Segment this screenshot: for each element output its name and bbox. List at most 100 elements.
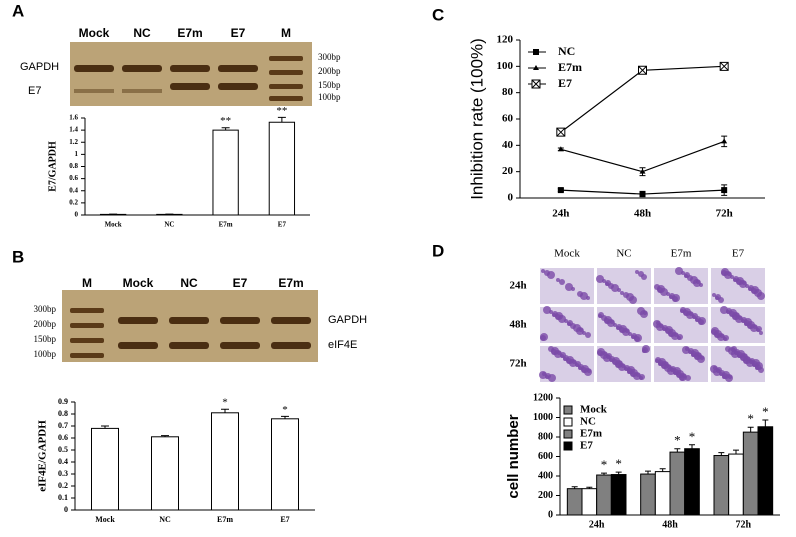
bar <box>211 412 239 511</box>
cell <box>586 296 590 300</box>
cell <box>744 318 752 326</box>
cell <box>542 372 546 376</box>
line <box>560 65 725 133</box>
cell <box>753 325 757 329</box>
cell <box>674 333 678 337</box>
point <box>719 61 729 71</box>
legend-label: E7 <box>558 76 572 90</box>
y-tick-label: 1 <box>75 150 79 158</box>
gel-band <box>271 317 311 324</box>
bar <box>684 448 700 516</box>
marker-label: 300bp <box>34 304 57 314</box>
error-bar <box>571 486 578 489</box>
lane-label: E7 <box>231 26 246 40</box>
x-tick-label: 48h <box>634 208 651 220</box>
cell <box>667 365 671 369</box>
y-tick-label: 0.6 <box>58 433 68 442</box>
y-tick-label: 0.7 <box>58 421 68 430</box>
legend-marker <box>533 49 539 55</box>
column-label: NC <box>616 248 631 260</box>
legend-label: E7m <box>580 428 602 440</box>
bar <box>581 488 598 516</box>
bar <box>151 436 179 511</box>
gel-band <box>70 338 104 343</box>
bar <box>728 453 744 516</box>
significance: * <box>282 404 288 416</box>
cell <box>610 320 614 324</box>
panel-letter: C <box>432 5 444 24</box>
gel-band <box>220 342 260 349</box>
y-tick-label: 1.4 <box>69 126 78 134</box>
cell <box>665 326 673 334</box>
significance: * <box>762 404 769 419</box>
cell <box>549 310 553 314</box>
cell <box>730 275 734 279</box>
x-tick-label: E7m <box>217 515 233 524</box>
cell <box>713 366 717 370</box>
bar <box>742 431 759 516</box>
gel-band <box>122 89 162 93</box>
cell <box>731 346 737 352</box>
cell <box>635 270 639 274</box>
cell <box>572 360 576 364</box>
y-tick-label: 0 <box>75 211 79 219</box>
gel-band <box>74 89 114 93</box>
cell <box>685 347 689 351</box>
cell <box>598 312 604 318</box>
legend-swatch <box>563 441 573 451</box>
legend-swatch <box>563 405 573 415</box>
cell <box>639 374 645 380</box>
lane-label: E7m <box>177 26 202 40</box>
significance: ** <box>276 105 287 117</box>
cell <box>711 327 719 335</box>
significance: * <box>222 397 228 409</box>
cell <box>692 313 698 319</box>
y-axis-label: eIF4E/GAPDH <box>37 420 49 492</box>
cell <box>621 364 625 368</box>
y-tick-label: 0 <box>508 192 514 204</box>
lane-label: E7m <box>278 276 303 290</box>
error-bar <box>101 425 109 429</box>
panel-letter: D <box>432 241 444 260</box>
significance: ** <box>220 115 231 127</box>
bar <box>640 473 656 516</box>
cell <box>735 313 739 317</box>
cell <box>666 292 670 296</box>
legend-label: E7 <box>580 440 593 452</box>
gel-band <box>271 342 311 349</box>
marker-label: 200bp <box>318 66 341 76</box>
bar <box>271 418 299 511</box>
x-tick-label: Mock <box>105 221 122 229</box>
significance: * <box>747 411 754 426</box>
x-tick-label: 24h <box>589 519 605 530</box>
band-label: GAPDH <box>20 61 59 73</box>
cell <box>634 334 642 342</box>
column-label: Mock <box>554 248 580 260</box>
lane-label: E7 <box>233 276 248 290</box>
y-tick-label: 120 <box>497 34 514 46</box>
cell <box>628 332 632 336</box>
gel-band <box>170 65 210 72</box>
point <box>639 191 646 198</box>
band-label: GAPDH <box>328 314 367 326</box>
gel-band <box>269 96 303 101</box>
cell <box>638 271 644 277</box>
y-tick-label: 0.2 <box>69 198 78 206</box>
error-bar <box>221 408 229 413</box>
y-tick-label: 100 <box>497 60 514 72</box>
lane-label: NC <box>133 26 151 40</box>
error-bar <box>689 444 695 449</box>
gel-band <box>118 317 158 324</box>
gel-band <box>269 56 303 61</box>
y-tick-label: 40 <box>502 139 514 151</box>
cell <box>587 369 591 373</box>
gel-band <box>70 353 104 358</box>
band-label: E7 <box>28 85 41 97</box>
cell <box>697 353 701 357</box>
cell <box>673 367 681 375</box>
y-tick-label: 600 <box>538 451 553 462</box>
cell <box>743 354 747 358</box>
error-bar <box>281 415 289 419</box>
marker-label: 150bp <box>34 334 57 344</box>
cell <box>620 291 624 295</box>
